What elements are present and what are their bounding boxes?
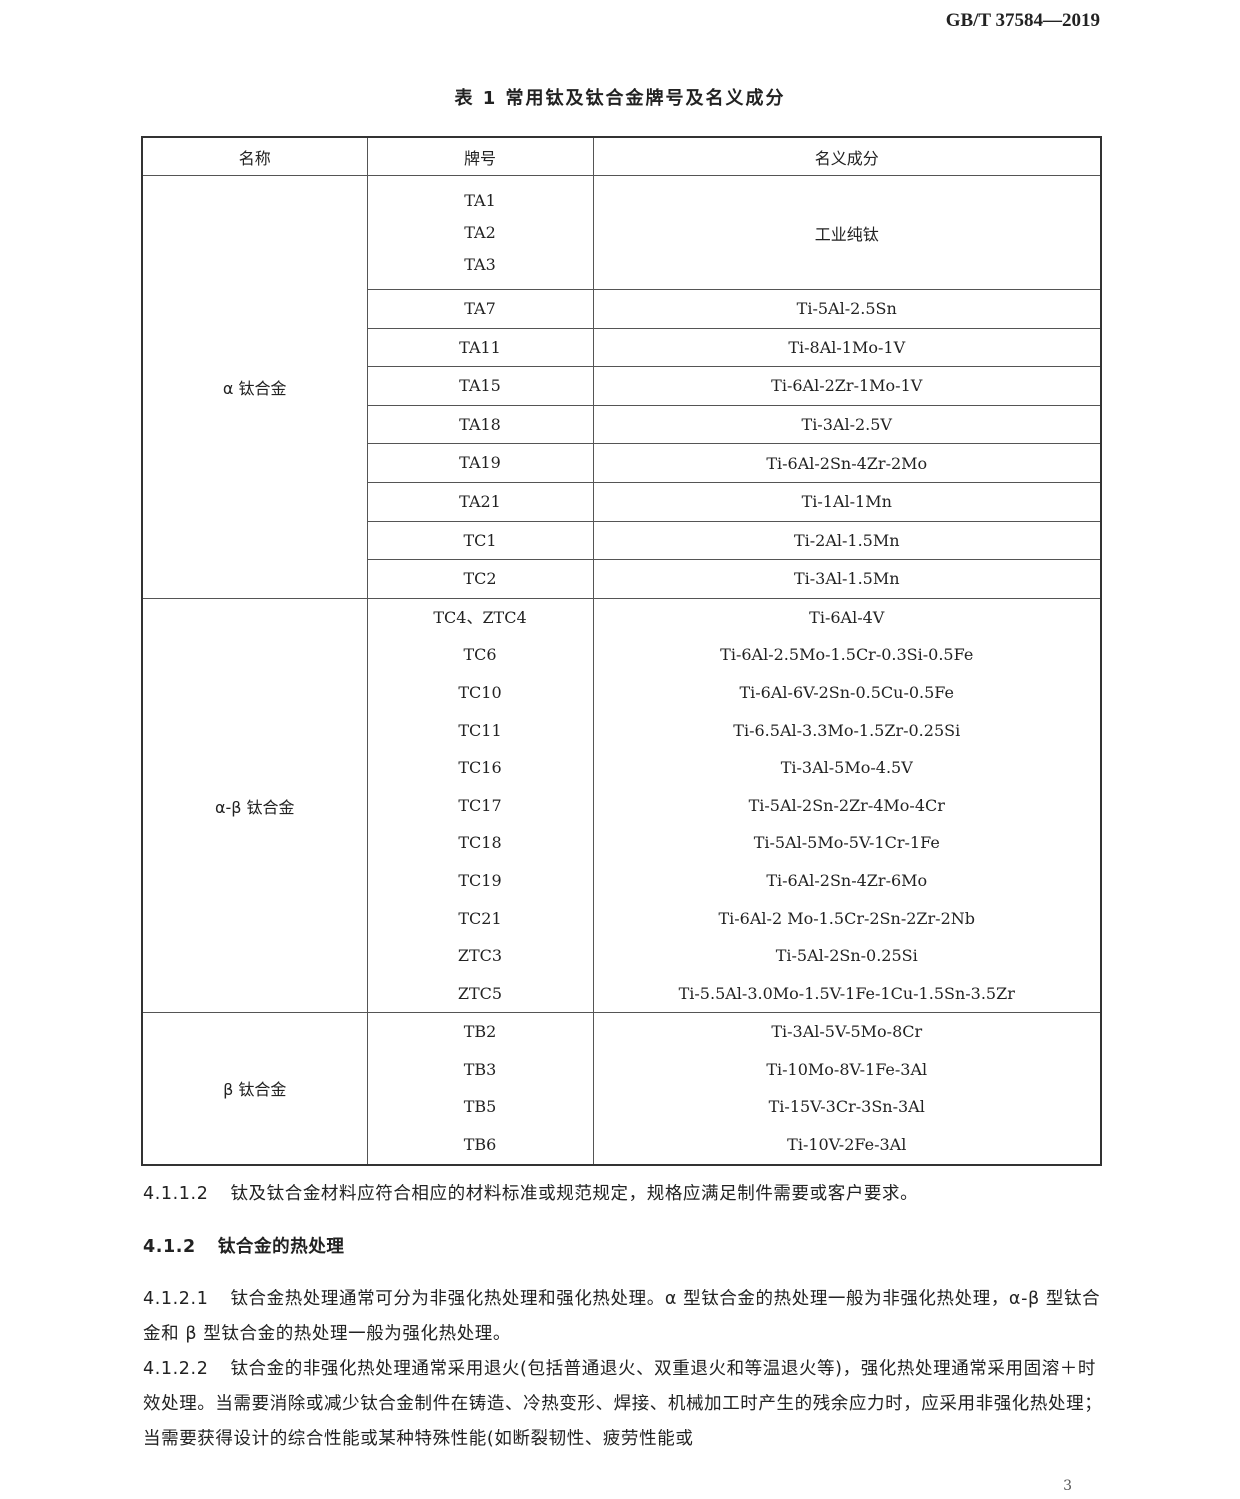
table-row: α-β 钛合金 TC4、ZTC4 TC6 TC10 TC11 TC16 TC17 TC18 TC… [141,597,1102,1014]
table-row: TA19 Ti-6Al-2Sn-4Zr-2Mo [142,443,1102,483]
composition-cell: Ti-6Al-2Sn-4Zr-2Mo [592,443,1102,483]
standard-number: GB/T 37584—2019 [945,10,1100,31]
grade: TC11 [458,720,502,740]
grade: TC16 [458,758,502,778]
composition: Ti-5Al-2Sn-0.25Si [775,946,918,966]
composition-cell: Ti-6Al-2Zr-1Mo-1V [592,366,1102,406]
composition: Ti-10V-2Fe-3Al [787,1135,907,1155]
grade-cell: TA11 [366,327,594,368]
grade: TC4、ZTC4 [433,607,527,627]
grade: TC18 [458,833,502,853]
section-paragraph: 4.1.2 钛合金的热处理 [143,1230,1105,1265]
grade: TC1 [463,530,497,550]
grade: TC10 [458,682,502,702]
grade: TC2 [463,569,497,589]
composition: Ti-5.5Al-3.0Mo-1.5V-1Fe-1Cu-1.5Sn-3.5Zr [678,983,1015,1003]
table-row: β 钛合金 TB2 TB3 TB5 TB6 Ti-3Al-5V-5Mo-8Cr Ti-10M… [141,1012,1102,1166]
grade-cell: TC4、ZTC4 TC6 TC10 TC11 TC16 TC17 TC18 TC19 TC21 Z… [366,597,594,1014]
grade: TC19 [458,870,502,890]
composition: Ti-6Al-4V [809,607,885,627]
composition: Ti-10Mo-8V-1Fe-3Al [766,1059,928,1079]
table-row: TA15 Ti-6Al-2Zr-1Mo-1V [142,366,1102,406]
grade-cell: TB2 TB3 TB5 TB6 [366,1012,594,1166]
section-number: 4.1.1.2 [143,1184,209,1204]
group-name: α-β 钛合金 [141,597,368,1014]
group-name: α 钛合金 [141,175,368,599]
composition-cell: Ti-3Al-5V-5Mo-8Cr Ti-10Mo-8V-1Fe-3Al Ti-15… [592,1012,1102,1166]
composition: Ti-6Al-2.5Mo-1.5Cr-0.3Si-0.5Fe [720,645,974,665]
composition-cell: Ti-3Al-1.5Mn [592,559,1102,599]
section-number: 4.1.2.1 [143,1289,209,1309]
composition: Ti-5Al-2Sn-2Zr-4Mo-4Cr [748,795,945,815]
grade-cell: TA18 [366,404,594,445]
grade: TA21 [459,491,501,511]
table-row: TA18 Ti-3Al-2.5V [142,404,1102,445]
composition: Ti-3Al-5V-5Mo-8Cr [771,1022,923,1042]
grade-cell: TC1 [366,520,594,561]
composition-cell: Ti-2Al-1.5Mn [592,520,1102,561]
composition-cell: Ti-6Al-4V Ti-6Al-2.5Mo-1.5Cr-0.3Si-0.5Fe T… [592,597,1102,1014]
section-paragraph: 4.1.1.2 钛及钛合金材料应符合相应的材料标准或规范规定，规格应满足制件需要或… [143,1177,1105,1212]
table-row: TA11 Ti-8Al-1Mo-1V [142,327,1102,368]
grade: TA2 [464,222,496,242]
grade-cell: TA19 [366,443,594,483]
grade: TA18 [459,414,501,434]
composition-cell: 工业纯钛 [592,175,1102,290]
grade: TA3 [464,254,496,274]
table-row: TC1 Ti-2Al-1.5Mn [142,520,1102,561]
composition: Ti-6Al-2Sn-4Zr-6Mo [766,870,928,890]
composition: Ti-5Al-5Mo-5V-1Cr-1Fe [753,833,940,853]
grade: ZTC3 [457,946,503,966]
grade-cell: TC2 [366,559,594,599]
grade: TB6 [463,1135,497,1155]
section-text: 钛合金热处理通常可分为非强化热处理和强化热处理。α 型钛合金的热处理一般为非强化… [143,1289,1101,1344]
grade: ZTC5 [457,983,503,1003]
composition-cell: Ti-5Al-2.5Sn [592,289,1102,329]
grade: TC6 [463,645,497,665]
section-paragraph: 4.1.2.1 钛合金热处理通常可分为非强化热处理和强化热处理。α 型钛合金的热处… [143,1282,1105,1352]
composition-cell: Ti-3Al-2.5V [592,404,1102,445]
grade-cell: TA15 [366,366,594,406]
grade: TA19 [459,453,501,473]
column-header-name: 名称 [141,136,368,176]
section-text: 钛合金的非强化热处理通常采用退火(包括普通退火、双重退火和等温退火等)，强化热处… [143,1359,1103,1449]
composition: Ti-15V-3Cr-3Sn-3Al [768,1097,925,1117]
table-row: TC2 Ti-3Al-1.5Mn [142,559,1102,599]
table-row: TA7 Ti-5Al-2.5Sn [142,289,1102,329]
section-text: 钛及钛合金材料应符合相应的材料标准或规范规定，规格应满足制件需要或客户要求。 [230,1184,919,1204]
grade-cell: TA7 [366,289,594,329]
composition: Ti-6.5Al-3.3Mo-1.5Zr-0.25Si [733,720,961,740]
grade: TB2 [463,1022,497,1042]
column-header-grade: 牌号 [366,136,594,176]
table-row: TA21 Ti-1Al-1Mn [142,481,1102,522]
grade-cell: TA21 [366,481,594,522]
composition: Ti-6Al-6V-2Sn-0.5Cu-0.5Fe [739,682,954,702]
table-row: α 钛合金 TA1 TA2 TA3 工业纯钛 [141,175,1102,599]
grade: TA11 [459,337,501,357]
grade: TB5 [463,1097,497,1117]
composition-cell: Ti-8Al-1Mo-1V [592,327,1102,368]
alloy-table: 名称 牌号 名义成分 α 钛合金 TA1 TA2 TA3 工业纯钛 TA7 Ti-5Al-2… [141,136,1102,1166]
grade: TA15 [459,376,501,396]
table-caption: 表 1 常用钛及钛合金牌号及名义成分 [454,88,786,109]
grade: TA7 [464,299,496,318]
composition: Ti-3Al-5Mo-4.5V [780,758,913,778]
grade: TC17 [458,795,502,815]
composition: Ti-6Al-2 Mo-1.5Cr-2Sn-2Zr-2Nb [718,908,975,928]
grade-cell: TA1 TA2 TA3 [366,175,594,290]
group-name: β 钛合金 [141,1012,368,1166]
composition-cell: Ti-1Al-1Mn [592,481,1102,522]
section-paragraph: 4.1.2.2 钛合金的非强化热处理通常采用退火(包括普通退火、双重退火和等温退火… [143,1352,1105,1457]
grade: TC21 [458,908,502,928]
grade: TB3 [463,1059,497,1079]
page-number: 3 [1063,1478,1072,1494]
section-heading: 钛合金的热处理 [217,1237,345,1257]
column-header-composition: 名义成分 [592,136,1102,176]
section-number: 4.1.2.2 [143,1359,209,1379]
section-number: 4.1.2 [143,1237,196,1257]
grade: TA1 [464,190,496,210]
